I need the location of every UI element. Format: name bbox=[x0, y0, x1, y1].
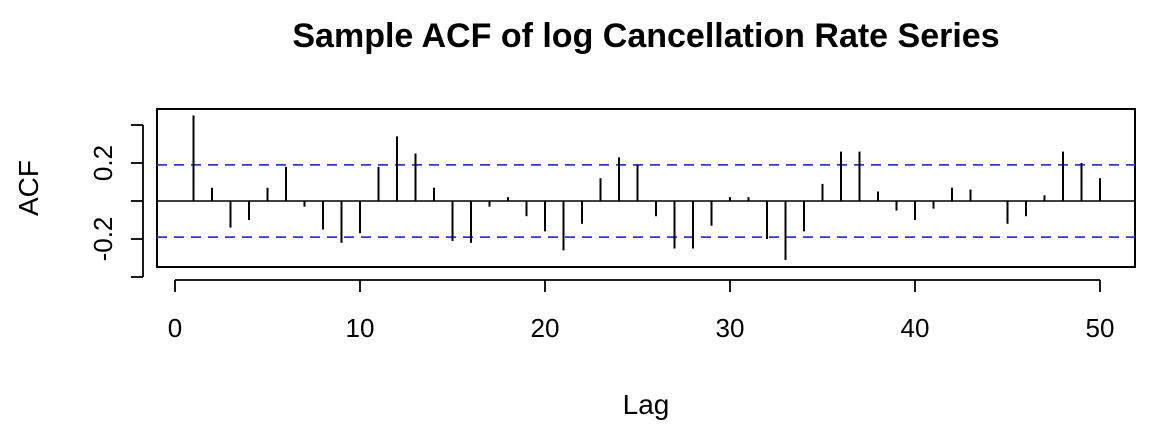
x-tick-label: 30 bbox=[716, 313, 745, 343]
chart-title: Sample ACF of log Cancellation Rate Seri… bbox=[292, 17, 999, 55]
y-tick-label: -0.2 bbox=[88, 217, 118, 262]
x-tick-label: 20 bbox=[531, 313, 560, 343]
x-tick-label: 10 bbox=[346, 313, 375, 343]
y-axis-label: ACF bbox=[13, 160, 44, 216]
x-axis-label: Lag bbox=[623, 389, 670, 420]
y-tick-label: 0.2 bbox=[88, 145, 118, 181]
x-tick-label: 40 bbox=[901, 313, 930, 343]
x-tick-label: 0 bbox=[168, 313, 182, 343]
x-tick-label: 50 bbox=[1086, 313, 1115, 343]
plot-frame bbox=[156, 108, 1136, 268]
